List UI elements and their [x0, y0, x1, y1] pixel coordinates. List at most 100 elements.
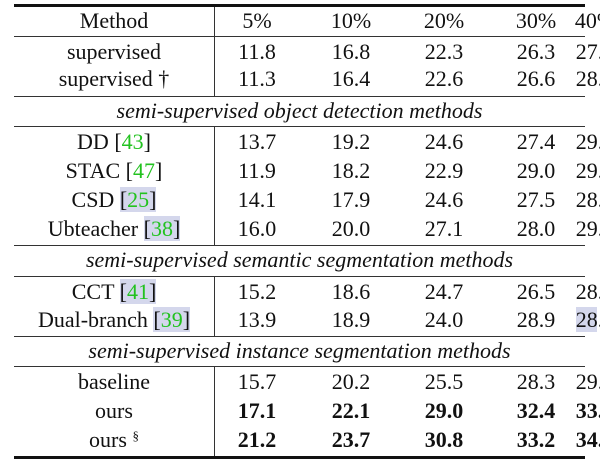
method-name: CCT	[71, 279, 115, 304]
value-20pct: 30.8	[424, 427, 464, 452]
value-40pct: 29.8	[575, 158, 600, 183]
value-30pct: 26.6	[516, 66, 556, 91]
header-40pct: 40%	[574, 8, 600, 33]
table-row: Ubteacher [38] 16.0 20.0 27.1 28.0 29.6	[14, 214, 600, 244]
table-row: Dual-branch [39] 13.9 18.9 24.0 28.9 28.…	[14, 305, 600, 335]
table-row: supervised † 11.3 16.4 22.6 26.6 28.3	[14, 64, 600, 94]
header-row: Method 5% 10% 20% 30% 40%	[14, 6, 600, 36]
method-name: baseline	[77, 369, 151, 394]
table-row: baseline 15.7 20.2 25.5 28.3 29.5	[14, 367, 600, 397]
header-method: Method	[79, 8, 149, 33]
column-divider	[214, 7, 215, 97]
citation-link[interactable]: 43	[121, 129, 144, 154]
value-20pct: 29.0	[424, 398, 464, 423]
value-40pct-highlighted: 28.9	[560, 305, 600, 335]
section-title: semi-supervised object detection methods	[116, 98, 483, 123]
citation-link[interactable]: 38	[150, 216, 173, 241]
value-5pct: 11.9	[238, 158, 276, 183]
value-10pct: 18.2	[331, 158, 371, 183]
value-30pct: 28.9	[516, 307, 556, 332]
citation-highlight[interactable]: [25]	[119, 187, 157, 212]
value-30pct: 33.2	[516, 427, 556, 452]
value-10pct: 16.4	[331, 66, 371, 91]
value-20pct: 25.5	[424, 369, 464, 394]
value-30pct: 29.0	[516, 158, 556, 183]
method-name: DD	[77, 129, 109, 154]
section-marker: §	[132, 428, 139, 443]
method-name: Ubteacher	[47, 216, 139, 241]
value-30pct: 27.5	[516, 187, 556, 212]
method-name: STAC	[65, 158, 121, 183]
value-40pct: 28.9	[575, 187, 600, 212]
value-10pct: 18.9	[331, 307, 371, 332]
section-rule	[14, 126, 585, 127]
table-row: CCT [41] 15.2 18.6 24.7 26.5 28.4	[14, 277, 600, 307]
citation-link[interactable]: 47	[132, 158, 155, 183]
value-20pct: 22.6	[424, 66, 464, 91]
value-30pct: 28.3	[516, 369, 556, 394]
value-30pct: 27.4	[516, 129, 556, 154]
value-20pct: 24.6	[424, 187, 464, 212]
value-10pct: 19.2	[331, 129, 371, 154]
value-20pct: 24.6	[424, 129, 464, 154]
value-5pct: 14.1	[237, 187, 277, 212]
value-40pct: 33.0	[575, 398, 600, 423]
value-10pct: 20.2	[331, 369, 371, 394]
value-5pct: 16.0	[237, 216, 277, 241]
value-40pct: 29.6	[575, 216, 600, 241]
table-row: DD [43] 13.7 19.2 24.6 27.4 29.5	[14, 127, 600, 157]
value-20pct: 22.3	[424, 39, 464, 64]
value-5pct: 17.1	[237, 398, 277, 423]
section-rule	[14, 96, 585, 97]
header-30pct: 30%	[515, 8, 557, 33]
column-divider	[214, 367, 215, 458]
value-5pct: 11.3	[238, 66, 276, 91]
value-20pct: 22.9	[424, 158, 464, 183]
value-10pct: 17.9	[331, 187, 371, 212]
section-rule	[14, 276, 585, 277]
method-name: ours	[95, 398, 133, 423]
value-40pct: 29.5	[575, 369, 600, 394]
citation-link[interactable]: 41	[126, 279, 149, 304]
method-name: supervised	[58, 66, 153, 91]
value-40pct: 28.4	[575, 279, 600, 304]
method-name: CSD	[71, 187, 115, 212]
citation-link[interactable]: 25	[127, 187, 150, 212]
value-10pct: 20.0	[331, 216, 371, 241]
table-row: ours § 21.2 23.7 30.8 33.2 34.1	[14, 425, 600, 455]
header-20pct: 20%	[423, 8, 465, 33]
citation-highlight[interactable]: [41]	[119, 279, 157, 304]
table-row: ours 17.1 22.1 29.0 32.4 33.0	[14, 396, 600, 426]
value-10pct: 18.6	[331, 279, 371, 304]
citation-highlight[interactable]: [38]	[143, 216, 181, 241]
section-title: semi-supervised instance segmentation me…	[88, 338, 511, 363]
value-20pct: 24.0	[424, 307, 464, 332]
value-5pct: 15.2	[237, 279, 277, 304]
method-name: ours	[89, 427, 127, 452]
value-5pct: 13.7	[237, 129, 277, 154]
text-selection-highlight: 28.9	[575, 307, 600, 332]
header-10pct: 10%	[330, 8, 372, 33]
section-rule	[14, 366, 585, 367]
header-rule	[14, 36, 585, 37]
bottom-rule	[14, 456, 585, 459]
value-10pct: 22.1	[331, 398, 371, 423]
value-5pct: 15.7	[237, 369, 277, 394]
table-row: STAC [47] 11.9 18.2 22.9 29.0 29.8	[14, 156, 600, 186]
header-5pct: 5%	[242, 8, 272, 33]
table-row: CSD [25] 14.1 17.9 24.6 27.5 28.9	[14, 185, 600, 215]
section-rule	[14, 245, 585, 246]
value-40pct: 34.1	[575, 427, 600, 452]
value-30pct: 26.3	[516, 39, 556, 64]
value-40pct: 28.3	[575, 66, 600, 91]
citation-link[interactable]: 39	[160, 307, 183, 332]
value-30pct: 28.0	[516, 216, 556, 241]
method-name: supervised	[66, 39, 162, 64]
value-10pct: 16.8	[331, 39, 371, 64]
column-divider	[214, 277, 215, 336]
value-5pct: 13.9	[237, 307, 277, 332]
dagger-marker: †	[158, 66, 170, 91]
top-rule	[14, 4, 585, 7]
value-30pct: 26.5	[516, 279, 556, 304]
citation-highlight[interactable]: [39]	[153, 307, 191, 332]
